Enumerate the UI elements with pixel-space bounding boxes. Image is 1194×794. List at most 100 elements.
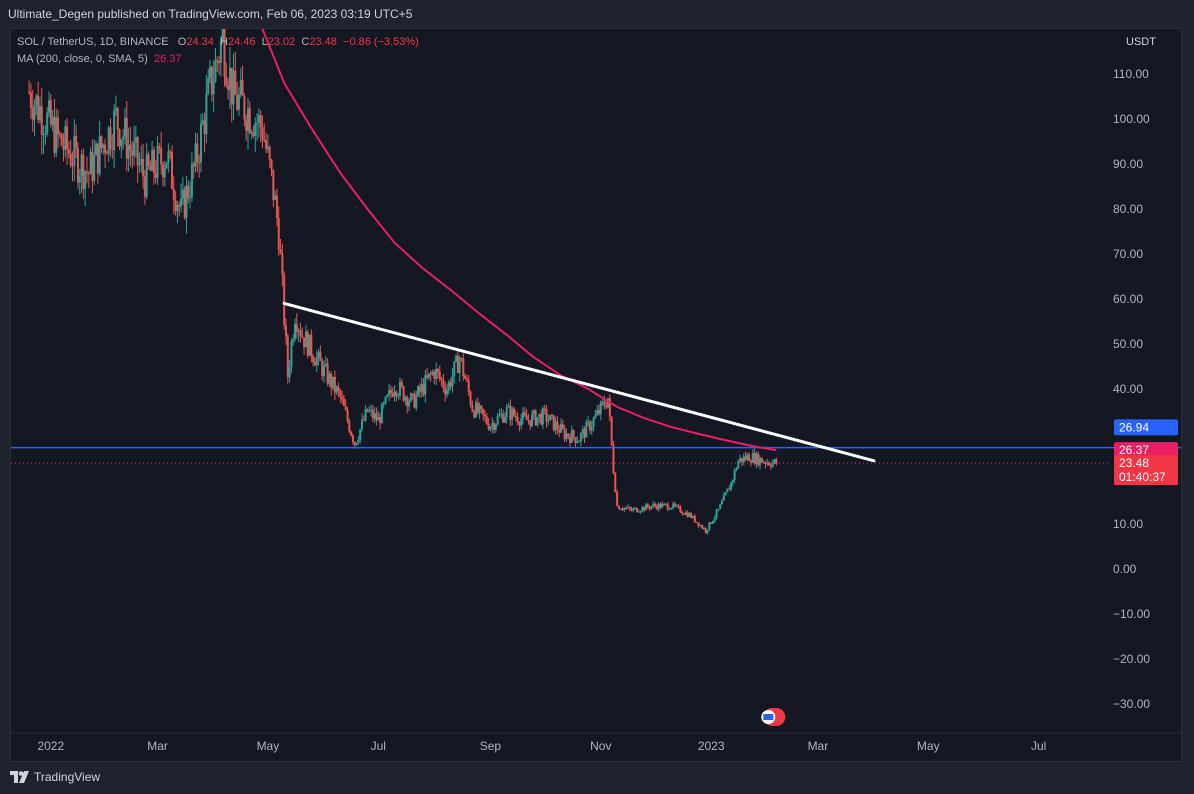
candle-body [755, 453, 758, 464]
footer: TradingView [0, 762, 1194, 794]
candle-body [100, 136, 103, 149]
candles-group [28, 29, 778, 535]
candle-body [458, 358, 461, 373]
candle-body [386, 394, 389, 397]
candle-body [145, 154, 148, 197]
currency-label: USDT [1126, 36, 1156, 48]
candle-body [270, 159, 273, 170]
candle-body [438, 371, 441, 379]
candle-body [299, 330, 302, 337]
candle-body [507, 405, 510, 408]
candle-body [759, 457, 762, 466]
ohlc-close-label: C [301, 36, 310, 48]
candle-body [160, 147, 163, 165]
candle-body [740, 458, 743, 463]
candle-body [558, 429, 561, 433]
candle-body [538, 413, 541, 418]
price-chart[interactable]: USDT 110.00 100.00 90.00 80.00 70.00 60.00 50.0… [11, 29, 1181, 761]
candle-body [147, 154, 150, 167]
candle-body [614, 473, 617, 493]
candle-body [275, 195, 278, 219]
candle-body [601, 401, 604, 403]
candle-body [429, 373, 432, 375]
candle-body [55, 117, 58, 153]
candle-body [375, 413, 378, 421]
y-tick-label: 70.00 [1113, 247, 1143, 261]
candle-body [579, 433, 582, 442]
candle-body [290, 341, 293, 368]
candle-body [635, 507, 638, 512]
candle-body [377, 417, 380, 421]
candle-body [570, 430, 573, 443]
candle-body [637, 511, 640, 513]
flag-canton [763, 714, 774, 720]
tradingview-brand[interactable]: TradingView [10, 770, 100, 784]
candle-body [476, 402, 479, 413]
candle-body [158, 146, 161, 148]
candle-body [757, 453, 760, 466]
candle-body [552, 415, 555, 431]
x-tick-label: Jul [1031, 739, 1046, 753]
candle-body [491, 423, 494, 428]
candle-body [583, 429, 586, 438]
candle-body [612, 444, 615, 474]
candle-body [337, 386, 340, 391]
candle-body [446, 390, 449, 395]
candle-body [67, 149, 70, 154]
x-tick-label: Mar [147, 739, 168, 753]
candle-body [120, 139, 123, 147]
candle-body [505, 407, 508, 418]
candle-body [87, 172, 90, 175]
candle-body [351, 435, 354, 443]
candle-body [152, 149, 155, 173]
candle-body [701, 525, 704, 529]
candle-body [661, 503, 664, 508]
symbol-label[interactable]: SOL / TetherUS, 1D, BINANCE [17, 36, 169, 48]
candle-body [330, 373, 333, 388]
candle-body [313, 361, 316, 366]
candle-body [704, 528, 707, 533]
candle-body [422, 384, 425, 395]
candle-body [366, 408, 369, 412]
candle-body [105, 153, 108, 155]
candle-body [520, 418, 523, 426]
candle-body [670, 507, 673, 510]
us-events-flag-icon[interactable] [761, 708, 786, 726]
ohlc-high-value: 24.46 [227, 36, 256, 48]
candle-body [324, 363, 327, 366]
candle-body [409, 393, 412, 402]
candle-body [183, 189, 186, 218]
candle-body [753, 453, 756, 464]
candle-body [201, 120, 204, 124]
candle-body [252, 132, 255, 136]
candle-body [596, 410, 599, 415]
candle-body [702, 528, 705, 530]
candle-body [576, 441, 579, 443]
candle-body [453, 361, 456, 377]
candle-body [744, 456, 747, 460]
candle-body [40, 106, 43, 135]
candle-body [266, 146, 269, 150]
candle-body [171, 151, 174, 189]
x-tick-label: Nov [590, 739, 611, 753]
candle-body [355, 442, 358, 446]
candle-body [207, 78, 210, 94]
candle-body [93, 154, 96, 182]
candle-body [131, 150, 134, 156]
x-tick-label: 2023 [698, 739, 725, 753]
ohlc-low-label: L [261, 36, 268, 48]
candle-body [650, 506, 653, 509]
candle-body [760, 457, 763, 463]
candle-body [64, 126, 67, 150]
y-tick-label: 90.00 [1113, 157, 1143, 171]
candle-body [465, 378, 468, 381]
candle-body [357, 439, 360, 443]
ma-label[interactable]: MA (200, close, 0, SMA, 5) [17, 53, 148, 65]
y-tick-label: 100.00 [1113, 112, 1150, 126]
candle-body [373, 413, 376, 419]
candle-body [473, 411, 476, 418]
candle-body [751, 453, 754, 463]
candle-body [724, 492, 727, 496]
candle-body [730, 482, 733, 490]
candle-body [525, 415, 528, 420]
